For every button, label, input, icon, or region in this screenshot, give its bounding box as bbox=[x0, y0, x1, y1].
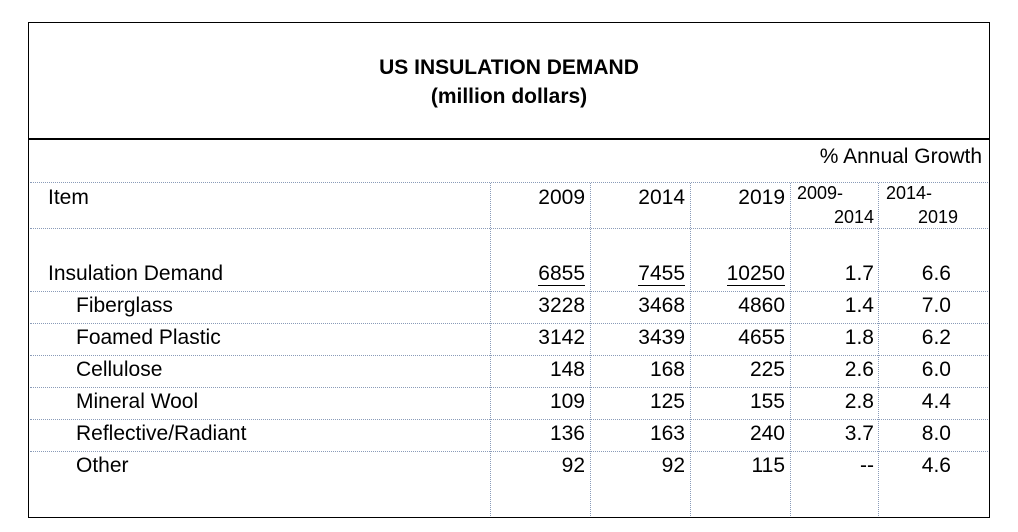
col-header-growth1-top: 2009- bbox=[797, 183, 844, 203]
cell-growth1: 1.4 bbox=[844, 294, 874, 317]
cell-2009: 148 bbox=[549, 358, 585, 381]
cell-growth2: 6.6 bbox=[921, 262, 951, 285]
cell-2014: 7455 bbox=[638, 262, 685, 286]
table-title: US INSULATION DEMAND bbox=[379, 56, 639, 79]
row-rule bbox=[30, 323, 988, 324]
col-header-growth2-bottom: 2019 bbox=[917, 207, 958, 227]
col-header-growth2-top: 2014- bbox=[886, 183, 933, 203]
row-label: Other bbox=[76, 454, 129, 477]
row-rule bbox=[30, 387, 988, 388]
cell-2019: 115 bbox=[751, 454, 785, 477]
row-label: Insulation Demand bbox=[48, 262, 224, 285]
cell-growth2: 6.0 bbox=[921, 358, 951, 381]
cell-2009: 109 bbox=[549, 390, 585, 413]
row-rule bbox=[30, 355, 988, 356]
cell-growth1: 1.7 bbox=[844, 262, 874, 285]
col-header-2014: 2014 bbox=[638, 186, 685, 209]
table-frame bbox=[28, 22, 990, 518]
row-label: Cellulose bbox=[76, 358, 163, 381]
cell-growth1: 2.6 bbox=[844, 358, 874, 381]
cell-growth1: 1.8 bbox=[844, 326, 874, 349]
row-label: Fiberglass bbox=[76, 294, 173, 317]
col-separator bbox=[590, 183, 591, 516]
cell-2014: 92 bbox=[661, 454, 685, 477]
cell-2009: 3228 bbox=[538, 294, 585, 317]
row-rule bbox=[30, 419, 988, 420]
header-top-rule bbox=[30, 182, 988, 183]
col-separator bbox=[490, 183, 491, 516]
cell-2009: 6855 bbox=[538, 262, 585, 286]
col-separator bbox=[790, 183, 791, 516]
cell-growth2: 4.6 bbox=[921, 454, 951, 477]
cell-2014: 125 bbox=[649, 390, 685, 413]
row-rule bbox=[30, 291, 988, 292]
cell-2014: 163 bbox=[649, 422, 685, 445]
cell-growth2: 4.4 bbox=[921, 390, 951, 413]
table-subtitle: (million dollars) bbox=[430, 85, 588, 108]
cell-2019: 240 bbox=[749, 422, 785, 445]
row-rule bbox=[30, 451, 988, 452]
cell-2014: 3468 bbox=[638, 294, 685, 317]
cell-growth2: 6.2 bbox=[921, 326, 951, 349]
cell-2019: 10250 bbox=[726, 262, 785, 286]
cell-growth1: -- bbox=[860, 454, 874, 477]
cell-growth1: 3.7 bbox=[844, 422, 874, 445]
header-bottom-rule bbox=[30, 228, 988, 229]
col-header-2019: 2019 bbox=[738, 186, 785, 209]
cell-2014: 3439 bbox=[638, 326, 685, 349]
cell-growth2: 8.0 bbox=[921, 422, 951, 445]
col-separator bbox=[690, 183, 691, 516]
title-area: US INSULATION DEMAND (million dollars) bbox=[28, 22, 990, 140]
cell-2019: 4860 bbox=[738, 294, 785, 317]
cell-2009: 3142 bbox=[538, 326, 585, 349]
col-header-item: Item bbox=[48, 186, 89, 209]
cell-2019: 155 bbox=[749, 390, 785, 413]
row-label: Foamed Plastic bbox=[76, 326, 221, 349]
col-separator bbox=[878, 183, 879, 516]
cell-growth1: 2.8 bbox=[844, 390, 874, 413]
cell-2019: 225 bbox=[749, 358, 785, 381]
row-label: Reflective/Radiant bbox=[76, 422, 247, 445]
growth-header: % Annual Growth bbox=[819, 145, 982, 168]
col-header-2009: 2009 bbox=[538, 186, 585, 209]
cell-growth2: 7.0 bbox=[921, 294, 951, 317]
cell-2009: 92 bbox=[561, 454, 585, 477]
cell-2019: 4655 bbox=[738, 326, 785, 349]
cell-2014: 168 bbox=[649, 358, 685, 381]
cell-2009: 136 bbox=[549, 422, 585, 445]
row-label: Mineral Wool bbox=[76, 390, 199, 413]
col-header-growth1-bottom: 2014 bbox=[833, 207, 874, 227]
